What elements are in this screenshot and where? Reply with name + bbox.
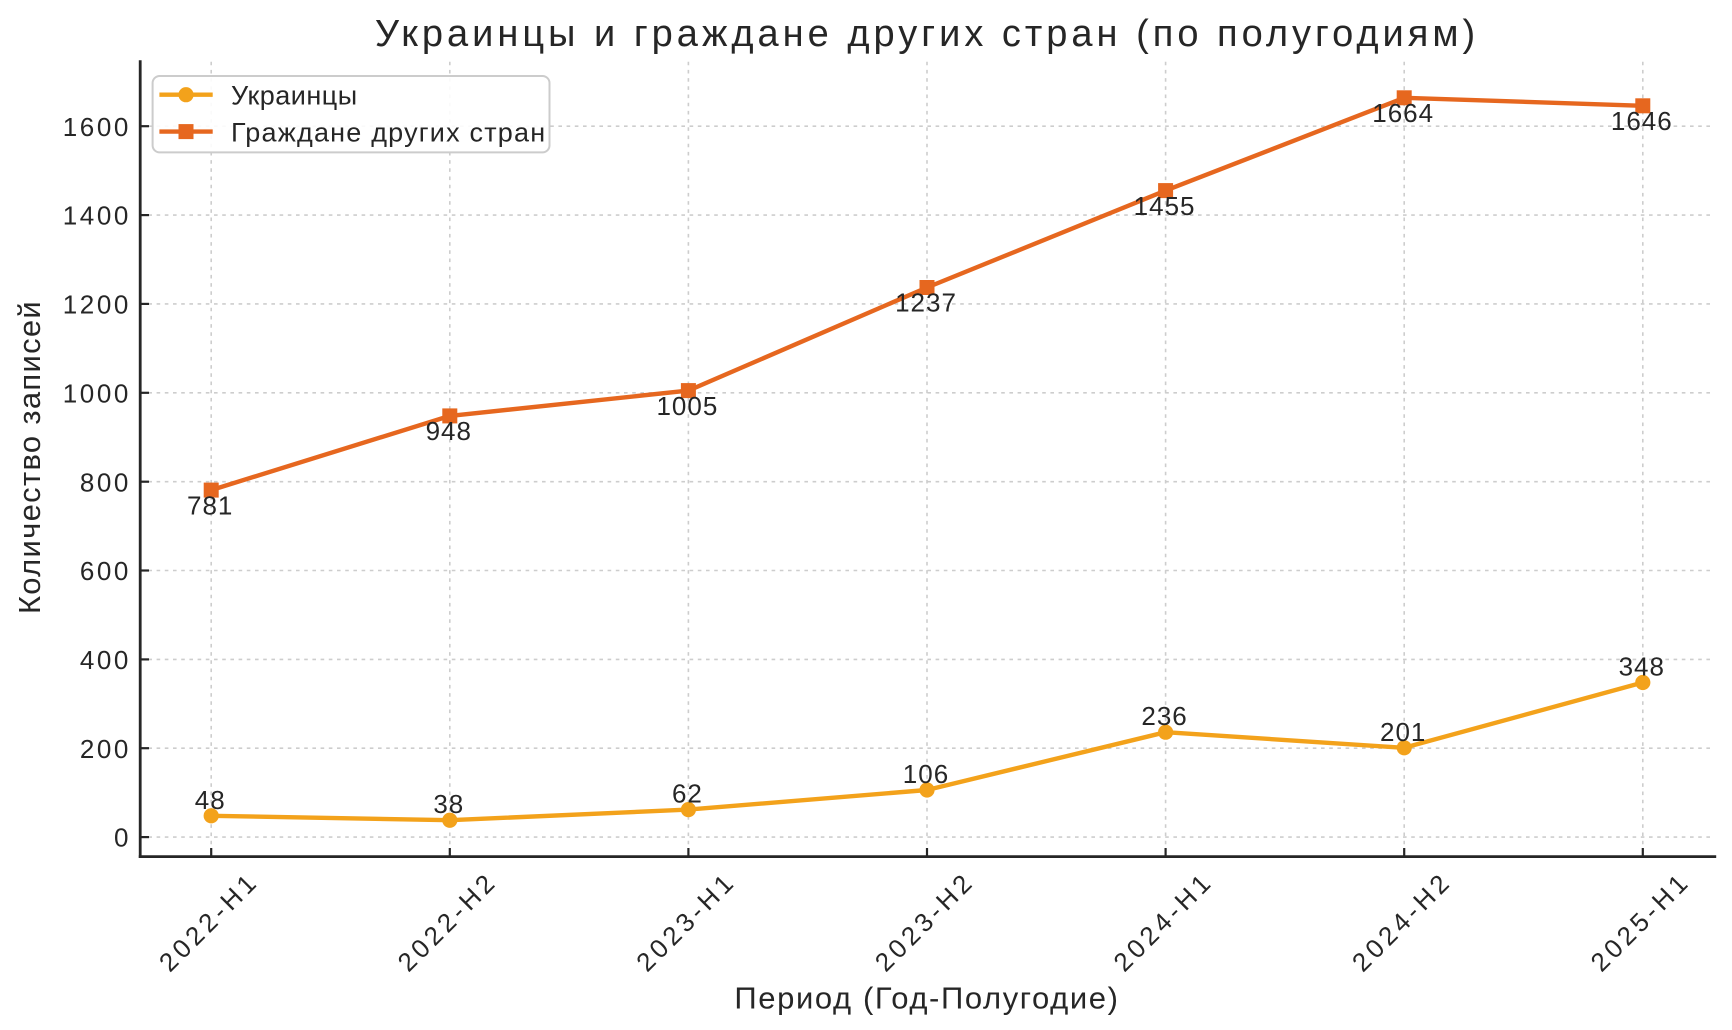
svg-text:236: 236	[1141, 701, 1187, 731]
svg-text:1200: 1200	[63, 290, 131, 320]
svg-text:1600: 1600	[63, 112, 131, 142]
svg-text:38: 38	[433, 789, 464, 819]
svg-text:201: 201	[1380, 717, 1426, 747]
svg-text:Период (Год-Полугодие): Период (Год-Полугодие)	[734, 980, 1119, 1015]
svg-text:1646: 1646	[1611, 106, 1673, 136]
svg-text:1664: 1664	[1372, 98, 1434, 128]
svg-text:48: 48	[195, 785, 226, 815]
svg-text:Украинцы и граждане других стр: Украинцы и граждане других стран (по пол…	[375, 13, 1479, 55]
svg-text:1237: 1237	[895, 288, 957, 318]
svg-text:1455: 1455	[1134, 191, 1196, 221]
svg-text:62: 62	[672, 779, 703, 809]
svg-text:Количество записей: Количество записей	[12, 300, 47, 614]
svg-text:Граждане других стран: Граждане других стран	[231, 117, 546, 147]
svg-text:800: 800	[80, 467, 131, 497]
svg-text:0: 0	[114, 823, 131, 853]
svg-text:200: 200	[80, 734, 131, 764]
svg-text:600: 600	[80, 556, 131, 586]
svg-text:Украинцы: Украинцы	[231, 81, 358, 111]
svg-text:106: 106	[903, 759, 949, 789]
svg-text:1000: 1000	[63, 378, 131, 408]
svg-text:1005: 1005	[656, 391, 718, 421]
svg-text:1400: 1400	[63, 201, 131, 231]
svg-text:400: 400	[80, 645, 131, 675]
svg-text:348: 348	[1619, 652, 1665, 682]
svg-text:948: 948	[426, 416, 472, 446]
svg-text:781: 781	[187, 490, 233, 520]
